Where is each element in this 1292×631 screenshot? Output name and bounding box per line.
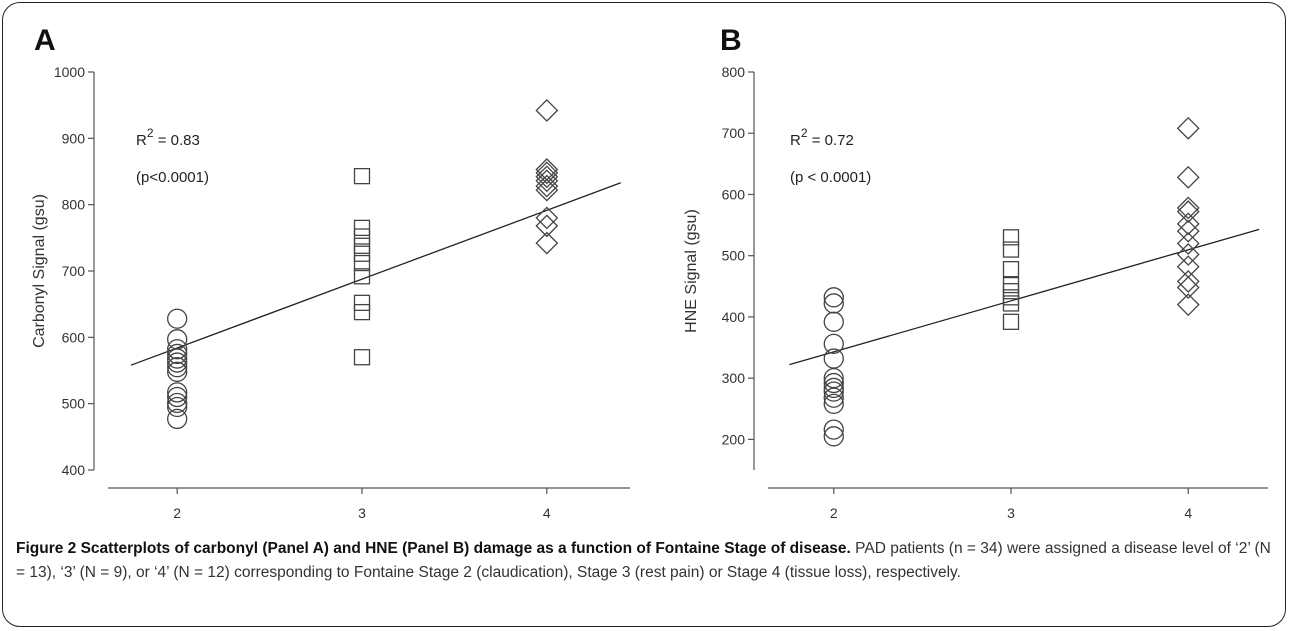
y-tick-label: 400 [722, 309, 746, 325]
y-tick-label: 400 [62, 462, 86, 478]
regression-line [130, 182, 621, 366]
data-point-diamond [535, 161, 559, 185]
x-tick-label: 3 [358, 505, 366, 521]
panel-letter: B [720, 24, 742, 57]
caption-title: Figure 2 Scatterplots of carbonyl (Panel… [16, 540, 851, 557]
data-point-circle [167, 348, 188, 369]
data-point-square [353, 349, 371, 366]
y-tick-label: 700 [62, 263, 86, 279]
data-point-diamond [1176, 196, 1200, 220]
data-point-diamond [1176, 243, 1200, 266]
data-point-square [1002, 313, 1020, 330]
data-point-circle [823, 287, 844, 308]
data-point-circle [167, 396, 188, 418]
chart-panel-a: A4005006007008009001000234Fontaine Stage… [31, 24, 630, 521]
r-squared-value: = 0.83 [154, 132, 200, 149]
r-squared-exponent: 2 [801, 126, 808, 140]
data-point-square [1002, 295, 1020, 312]
data-point-circle [167, 343, 188, 365]
data-point-diamond [535, 178, 559, 202]
data-point-square [353, 219, 371, 237]
data-point-square [353, 245, 371, 262]
chart-panel-b: B200300400500600700800234Fontaine StageH… [683, 24, 1268, 521]
data-point-circle [167, 361, 188, 382]
r-squared-value: = 0.72 [808, 132, 854, 149]
data-point-diamond [1176, 269, 1200, 293]
x-tick-label: 4 [543, 505, 551, 521]
x-tick-label: 2 [173, 505, 181, 521]
r-squared-symbol: R [790, 132, 801, 149]
p-value-label: (p < 0.0001) [790, 169, 871, 186]
y-tick-label: 800 [722, 64, 746, 80]
data-point-diamond [535, 165, 559, 189]
data-point-diamond [535, 206, 559, 230]
data-point-diamond [1176, 200, 1200, 224]
data-point-square [353, 167, 371, 185]
y-tick-label: 600 [62, 329, 86, 345]
data-point-diamond [1176, 165, 1200, 189]
data-point-circle [167, 386, 188, 408]
data-point-circle [823, 333, 844, 355]
data-point-circle [823, 381, 844, 402]
y-tick-label: 500 [722, 248, 746, 264]
data-point-square [353, 254, 371, 272]
y-tick-label: 200 [722, 431, 746, 447]
data-point-square [353, 303, 371, 321]
data-point-circle [823, 419, 844, 440]
data-point-diamond [535, 214, 559, 238]
y-tick-label: 1000 [54, 64, 85, 80]
data-point-diamond [1176, 276, 1200, 299]
data-point-square [1002, 261, 1020, 278]
data-point-circle [167, 352, 188, 373]
y-tick-label: 600 [722, 186, 746, 202]
data-point-diamond [535, 174, 559, 198]
data-point-circle [167, 408, 188, 430]
caption-body: PAD patients (n = 34) were assigned a di… [16, 540, 1271, 581]
data-point-square [1002, 241, 1020, 258]
data-point-circle [823, 426, 844, 447]
data-point-diamond [1176, 255, 1200, 279]
data-point-circle [823, 393, 844, 415]
p-value-label: (p<0.0001) [136, 169, 209, 186]
data-point-diamond [1176, 232, 1200, 255]
data-point-diamond [535, 169, 559, 193]
data-point-circle [167, 339, 188, 360]
data-point-circle [167, 357, 188, 378]
data-point-square [1002, 229, 1020, 246]
data-point-circle [823, 387, 844, 408]
r-squared-symbol: R [136, 132, 147, 149]
y-tick-label: 300 [722, 370, 746, 386]
data-point-diamond [535, 99, 559, 122]
data-point-circle [823, 372, 844, 394]
y-tick-label: 900 [62, 130, 86, 146]
y-axis-title: Carbonyl Signal (gsu) [31, 194, 48, 348]
data-point-diamond [535, 231, 559, 255]
data-point-circle [167, 392, 188, 414]
r-squared-exponent: 2 [147, 126, 154, 140]
data-point-square [353, 294, 371, 311]
data-point-diamond [1176, 212, 1200, 236]
x-tick-label: 4 [1184, 505, 1192, 521]
y-tick-label: 800 [62, 197, 86, 213]
data-point-circle [167, 308, 188, 329]
figure-caption: Figure 2 Scatterplots of carbonyl (Panel… [16, 537, 1274, 585]
data-point-circle [167, 382, 188, 403]
scatterplot-figure: A4005006007008009001000234Fontaine Stage… [31, 24, 1268, 521]
x-tick-label: 2 [830, 505, 838, 521]
y-tick-label: 700 [722, 125, 746, 141]
data-point-diamond [1176, 293, 1200, 317]
data-point-circle [823, 377, 844, 399]
r-squared-label: R2 = 0.72 [790, 126, 854, 149]
data-point-square [353, 228, 371, 245]
y-tick-label: 500 [62, 396, 86, 412]
data-point-circle [823, 311, 844, 332]
data-point-diamond [1176, 116, 1200, 140]
data-point-square [353, 268, 371, 285]
y-axis-title: HNE Signal (gsu) [683, 209, 700, 333]
x-tick-label: 3 [1007, 505, 1015, 521]
r-squared-label: R2 = 0.83 [136, 126, 200, 149]
data-point-diamond [1176, 219, 1200, 243]
panel-letter: A [34, 24, 56, 57]
